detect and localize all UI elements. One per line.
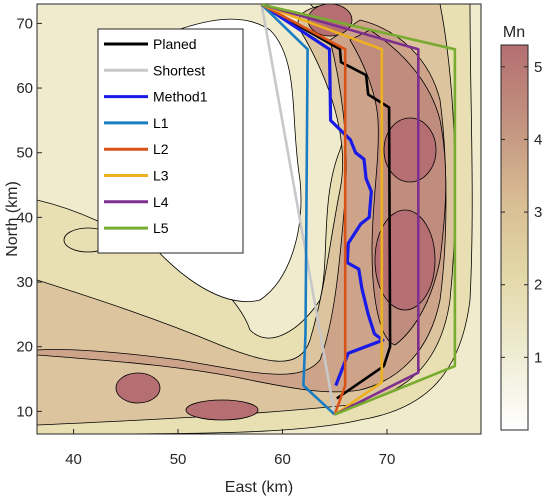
- y-tick-label: 20: [16, 339, 33, 356]
- colorbar-tick-label: 2: [534, 277, 542, 294]
- y-axis-label: North (km): [4, 181, 21, 257]
- colorbar-label: Mn: [503, 24, 525, 41]
- legend-label-l2: L2: [153, 141, 169, 157]
- colorbar-gradient: [500, 44, 529, 431]
- legend-label-l4: L4: [153, 194, 169, 210]
- x-tick-label: 60: [274, 451, 291, 468]
- plot-frame: [36, 3, 482, 435]
- series-line-l4: [261, 4, 420, 416]
- y-tick-label: 60: [16, 80, 33, 97]
- series-line-l2: [260, 4, 347, 416]
- legend: Planed Shortest Method1 L1 L2 L3 L4 L5: [97, 28, 244, 254]
- contour-peak-1: [374, 209, 436, 311]
- series-line-method1: [260, 4, 385, 387]
- contour-level-3: [37, 19, 447, 393]
- legend-label-planed: Planed: [153, 36, 197, 52]
- colorbar: Mn 1 2 3 4 5: [500, 24, 542, 431]
- series-line-l3: [261, 4, 384, 416]
- x-axis-ticks: 40 50 60 70: [65, 429, 395, 468]
- y-tick-label: 30: [16, 274, 33, 291]
- legend-label-l5: L5: [153, 220, 169, 236]
- series-line-planed: [260, 4, 392, 400]
- legend-label-shortest: Shortest: [153, 62, 205, 78]
- y-tick-label: 10: [16, 403, 33, 420]
- legend-label-method1: Method1: [153, 89, 208, 105]
- series-layer: [260, 4, 457, 416]
- colorbar-tick-label: 4: [534, 131, 542, 148]
- series-line-shortest: [260, 4, 336, 415]
- legend-label-l1: L1: [153, 115, 169, 131]
- contour-peak-2: [383, 117, 437, 183]
- x-axis-label: East (km): [225, 479, 293, 496]
- y-tick-label: 70: [16, 15, 33, 32]
- contour-peak-5: [185, 399, 259, 421]
- colorbar-ticks: 1 2 3 4 5: [501, 59, 542, 366]
- colorbar-tick-label: 1: [534, 349, 542, 366]
- y-tick-label: 40: [16, 209, 33, 226]
- colorbar-tick-label: 5: [534, 59, 542, 76]
- series-line-l1: [260, 4, 336, 416]
- legend-box: [97, 28, 244, 254]
- x-tick-label: 50: [170, 451, 187, 468]
- y-tick-label: 50: [16, 145, 33, 162]
- series-line-l5: [261, 4, 457, 416]
- legend-label-l3: L3: [153, 168, 169, 184]
- y-axis-ticks: 10 20 30 40 50 60 70: [16, 15, 42, 420]
- contour-peak-4: [115, 372, 161, 404]
- legend-items: Planed Shortest Method1 L1 L2 L3 L4 L5: [104, 36, 208, 236]
- x-tick-label: 40: [65, 451, 82, 468]
- colorbar-tick-label: 3: [534, 204, 542, 221]
- x-tick-label: 70: [379, 451, 396, 468]
